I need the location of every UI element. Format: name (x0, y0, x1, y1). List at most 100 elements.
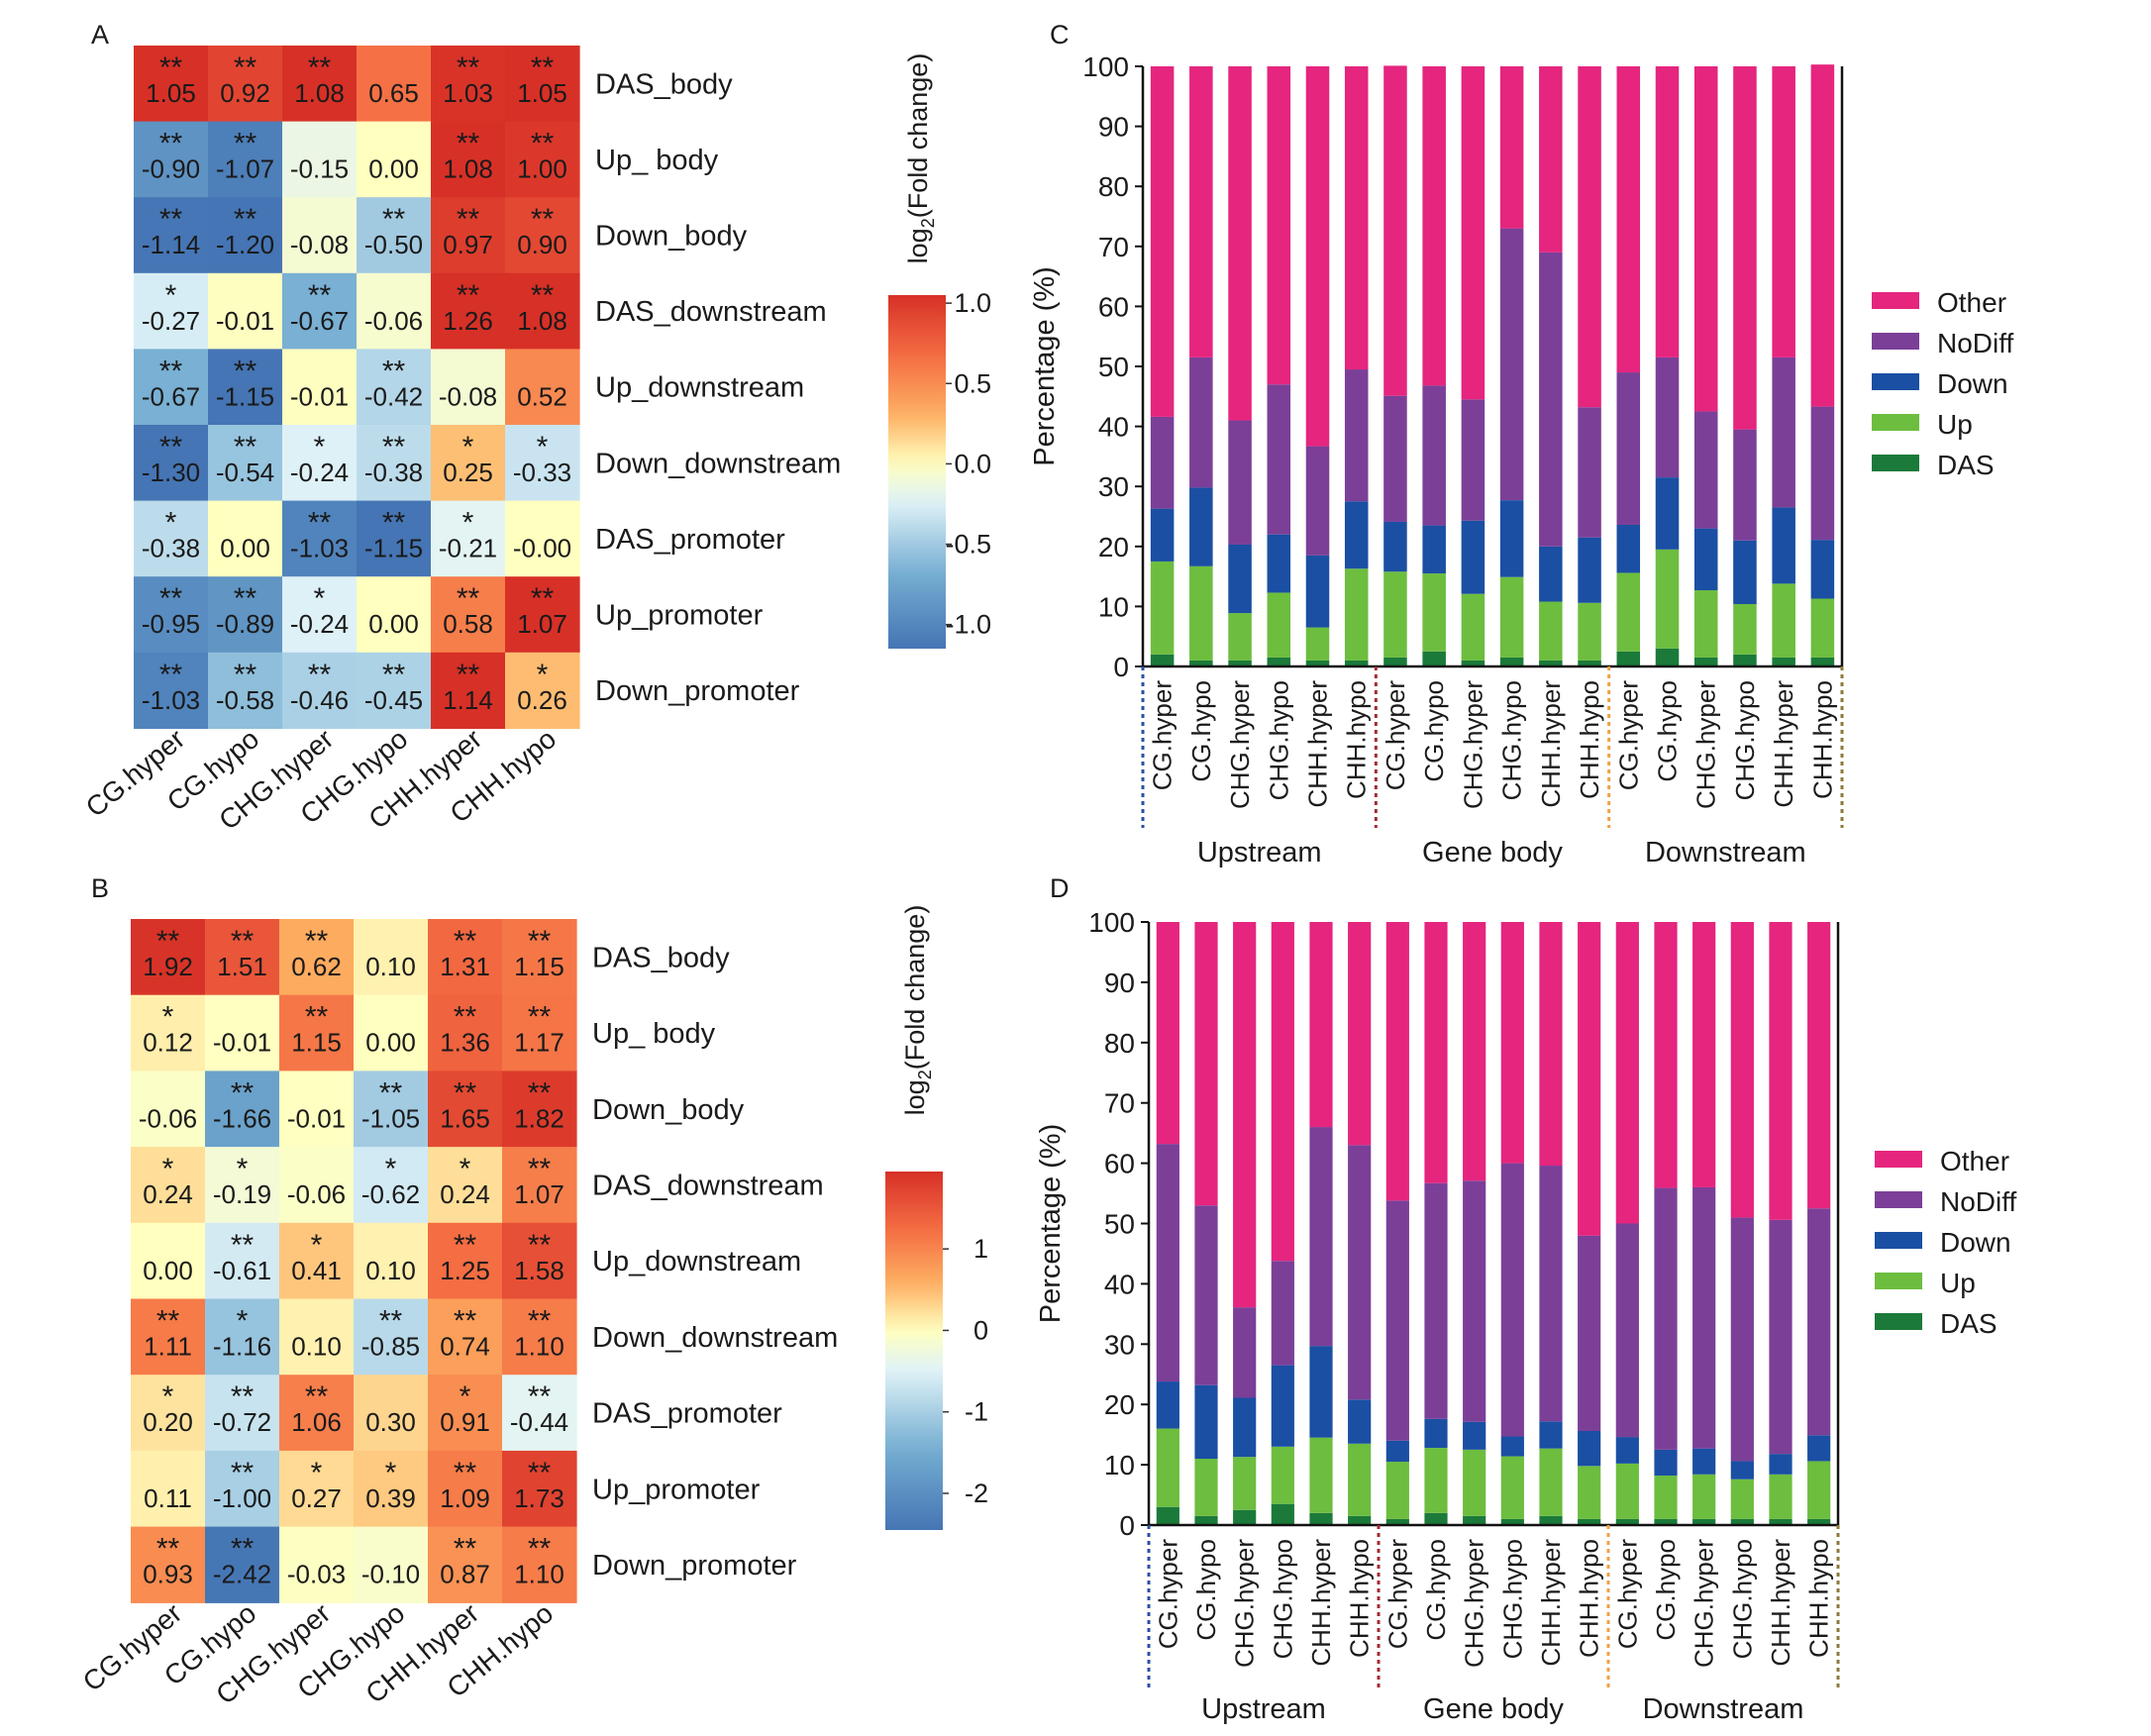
heatmap-cell (431, 652, 506, 729)
bar-segment-up (1233, 1457, 1257, 1510)
legend-swatch-down (1875, 1232, 1922, 1249)
cell-value: 1.08 (294, 78, 345, 108)
bar-segment-other (1539, 922, 1563, 1167)
cell-value: 0.00 (368, 609, 419, 639)
significance-mark: ** (531, 128, 555, 160)
group-label: Gene body (1422, 837, 1563, 868)
category-label: CHG.hypo (1497, 1539, 1527, 1659)
bar-segment-up (1383, 571, 1407, 658)
heatmap-cell (354, 1298, 429, 1376)
cell-value: 1.92 (143, 952, 193, 981)
category-label: CHG.hypo (1727, 1539, 1757, 1659)
category-label: CG.hyper (1148, 680, 1178, 791)
bar-segment-das (1156, 1506, 1179, 1525)
heatmap-cell (279, 994, 355, 1072)
y-tick-label: 40 (1104, 1269, 1135, 1299)
cell-value: -0.54 (216, 458, 274, 487)
cell-value: -0.06 (364, 306, 423, 336)
heatmap-cell (134, 197, 209, 274)
heatmap-cell (205, 1526, 280, 1603)
y-tick-label: 0 (1113, 652, 1129, 682)
bar-segment-das (1309, 1512, 1333, 1525)
cell-value: -0.08 (290, 230, 349, 259)
bar-segment-other (1807, 922, 1831, 1209)
bar-segment-up (1810, 598, 1835, 658)
bar-segment-das (1267, 657, 1291, 666)
heatmap-cell (505, 197, 580, 274)
heatmap-cell (505, 500, 580, 577)
colorbar-tick-label: -1 (965, 1397, 988, 1427)
bar-segment-down (1348, 1399, 1372, 1444)
heatmap-cell (134, 46, 209, 123)
heatmap-cell (131, 1526, 206, 1603)
cell-value: -0.67 (142, 381, 200, 411)
significance-mark: ** (382, 203, 406, 236)
significance-mark: ** (382, 431, 406, 463)
bar-segment-das (1305, 660, 1330, 666)
significance-mark: ** (234, 431, 257, 463)
heatmap-cell (131, 1450, 206, 1528)
cell-value: 0.12 (143, 1028, 193, 1058)
bar-segment-other (1309, 922, 1333, 1128)
heatmap-cell (428, 1450, 503, 1528)
cell-value: -1.14 (142, 230, 200, 259)
cell-value: -0.38 (364, 458, 423, 487)
cell-value: 0.25 (443, 458, 493, 487)
bar-segment-nodiff (1156, 1144, 1179, 1382)
legend-label: Up (1937, 409, 1973, 440)
colorbar-title-main: log (900, 1079, 930, 1115)
cell-value: 0.10 (291, 1332, 342, 1362)
category-label: CHG.hyper (1225, 680, 1255, 809)
cell-value: -0.85 (361, 1332, 420, 1362)
bar-segment-das (1233, 1509, 1257, 1525)
significance-mark: * (460, 1380, 471, 1413)
cell-value: 1.09 (440, 1483, 490, 1513)
y-axis-label: Percentage (%) (1035, 1124, 1067, 1324)
bar-segment-das (1655, 648, 1680, 666)
bar-segment-down (1654, 1449, 1678, 1477)
significance-mark: ** (528, 1380, 552, 1413)
significance-mark: ** (234, 582, 257, 615)
panel-label: C (1050, 20, 1070, 50)
y-tick-label: 80 (1104, 1028, 1135, 1059)
cell-value: -0.89 (216, 609, 274, 639)
significance-mark: * (385, 1153, 397, 1185)
heatmap-cell (354, 1526, 429, 1603)
category-label: CHH.hypo (1342, 680, 1372, 799)
cell-value: 1.08 (443, 154, 493, 184)
heatmap-cell (502, 1222, 577, 1300)
category-label: CG.hyper (1381, 680, 1410, 791)
bar-segment-other (1305, 66, 1330, 447)
significance-mark: ** (308, 51, 332, 84)
heatmap-cell (282, 121, 358, 198)
row-label: Down_body (595, 221, 748, 253)
bar-segment-down (1693, 528, 1718, 591)
legend-label: Other (1940, 1146, 2009, 1176)
heatmap-cell (354, 994, 429, 1072)
row-label: Down_promoter (592, 1550, 797, 1582)
category-label: CHH.hypo (1575, 1539, 1604, 1658)
bar-segment-das (1539, 660, 1563, 666)
colorbar (888, 295, 946, 649)
bar-segment-nodiff (1267, 384, 1291, 535)
heatmap-cell (505, 425, 580, 502)
heatmap-cell (208, 272, 283, 350)
bar-segment-down (1463, 1421, 1486, 1450)
cell-value: 1.08 (517, 306, 567, 336)
legend-swatch-nodiff (1875, 1191, 1922, 1208)
heatmap-cell (357, 500, 432, 577)
bar-segment-down (1383, 521, 1407, 572)
cell-value: 1.06 (291, 1407, 342, 1437)
category-label: CHG.hyper (1690, 1539, 1719, 1668)
cell-value: 1.36 (440, 1028, 490, 1058)
heatmap-cell (282, 272, 358, 350)
significance-mark: ** (234, 203, 257, 236)
heatmap-cell (505, 121, 580, 198)
category-label: CG.hypo (1191, 1539, 1221, 1641)
heatmap-cell (357, 197, 432, 274)
significance-mark: * (462, 431, 474, 463)
heatmap-cell (131, 1375, 206, 1452)
heatmap-cell (431, 197, 506, 274)
category-label: CHG.hyper (1460, 1539, 1489, 1668)
bar-segment-down (1578, 537, 1601, 603)
